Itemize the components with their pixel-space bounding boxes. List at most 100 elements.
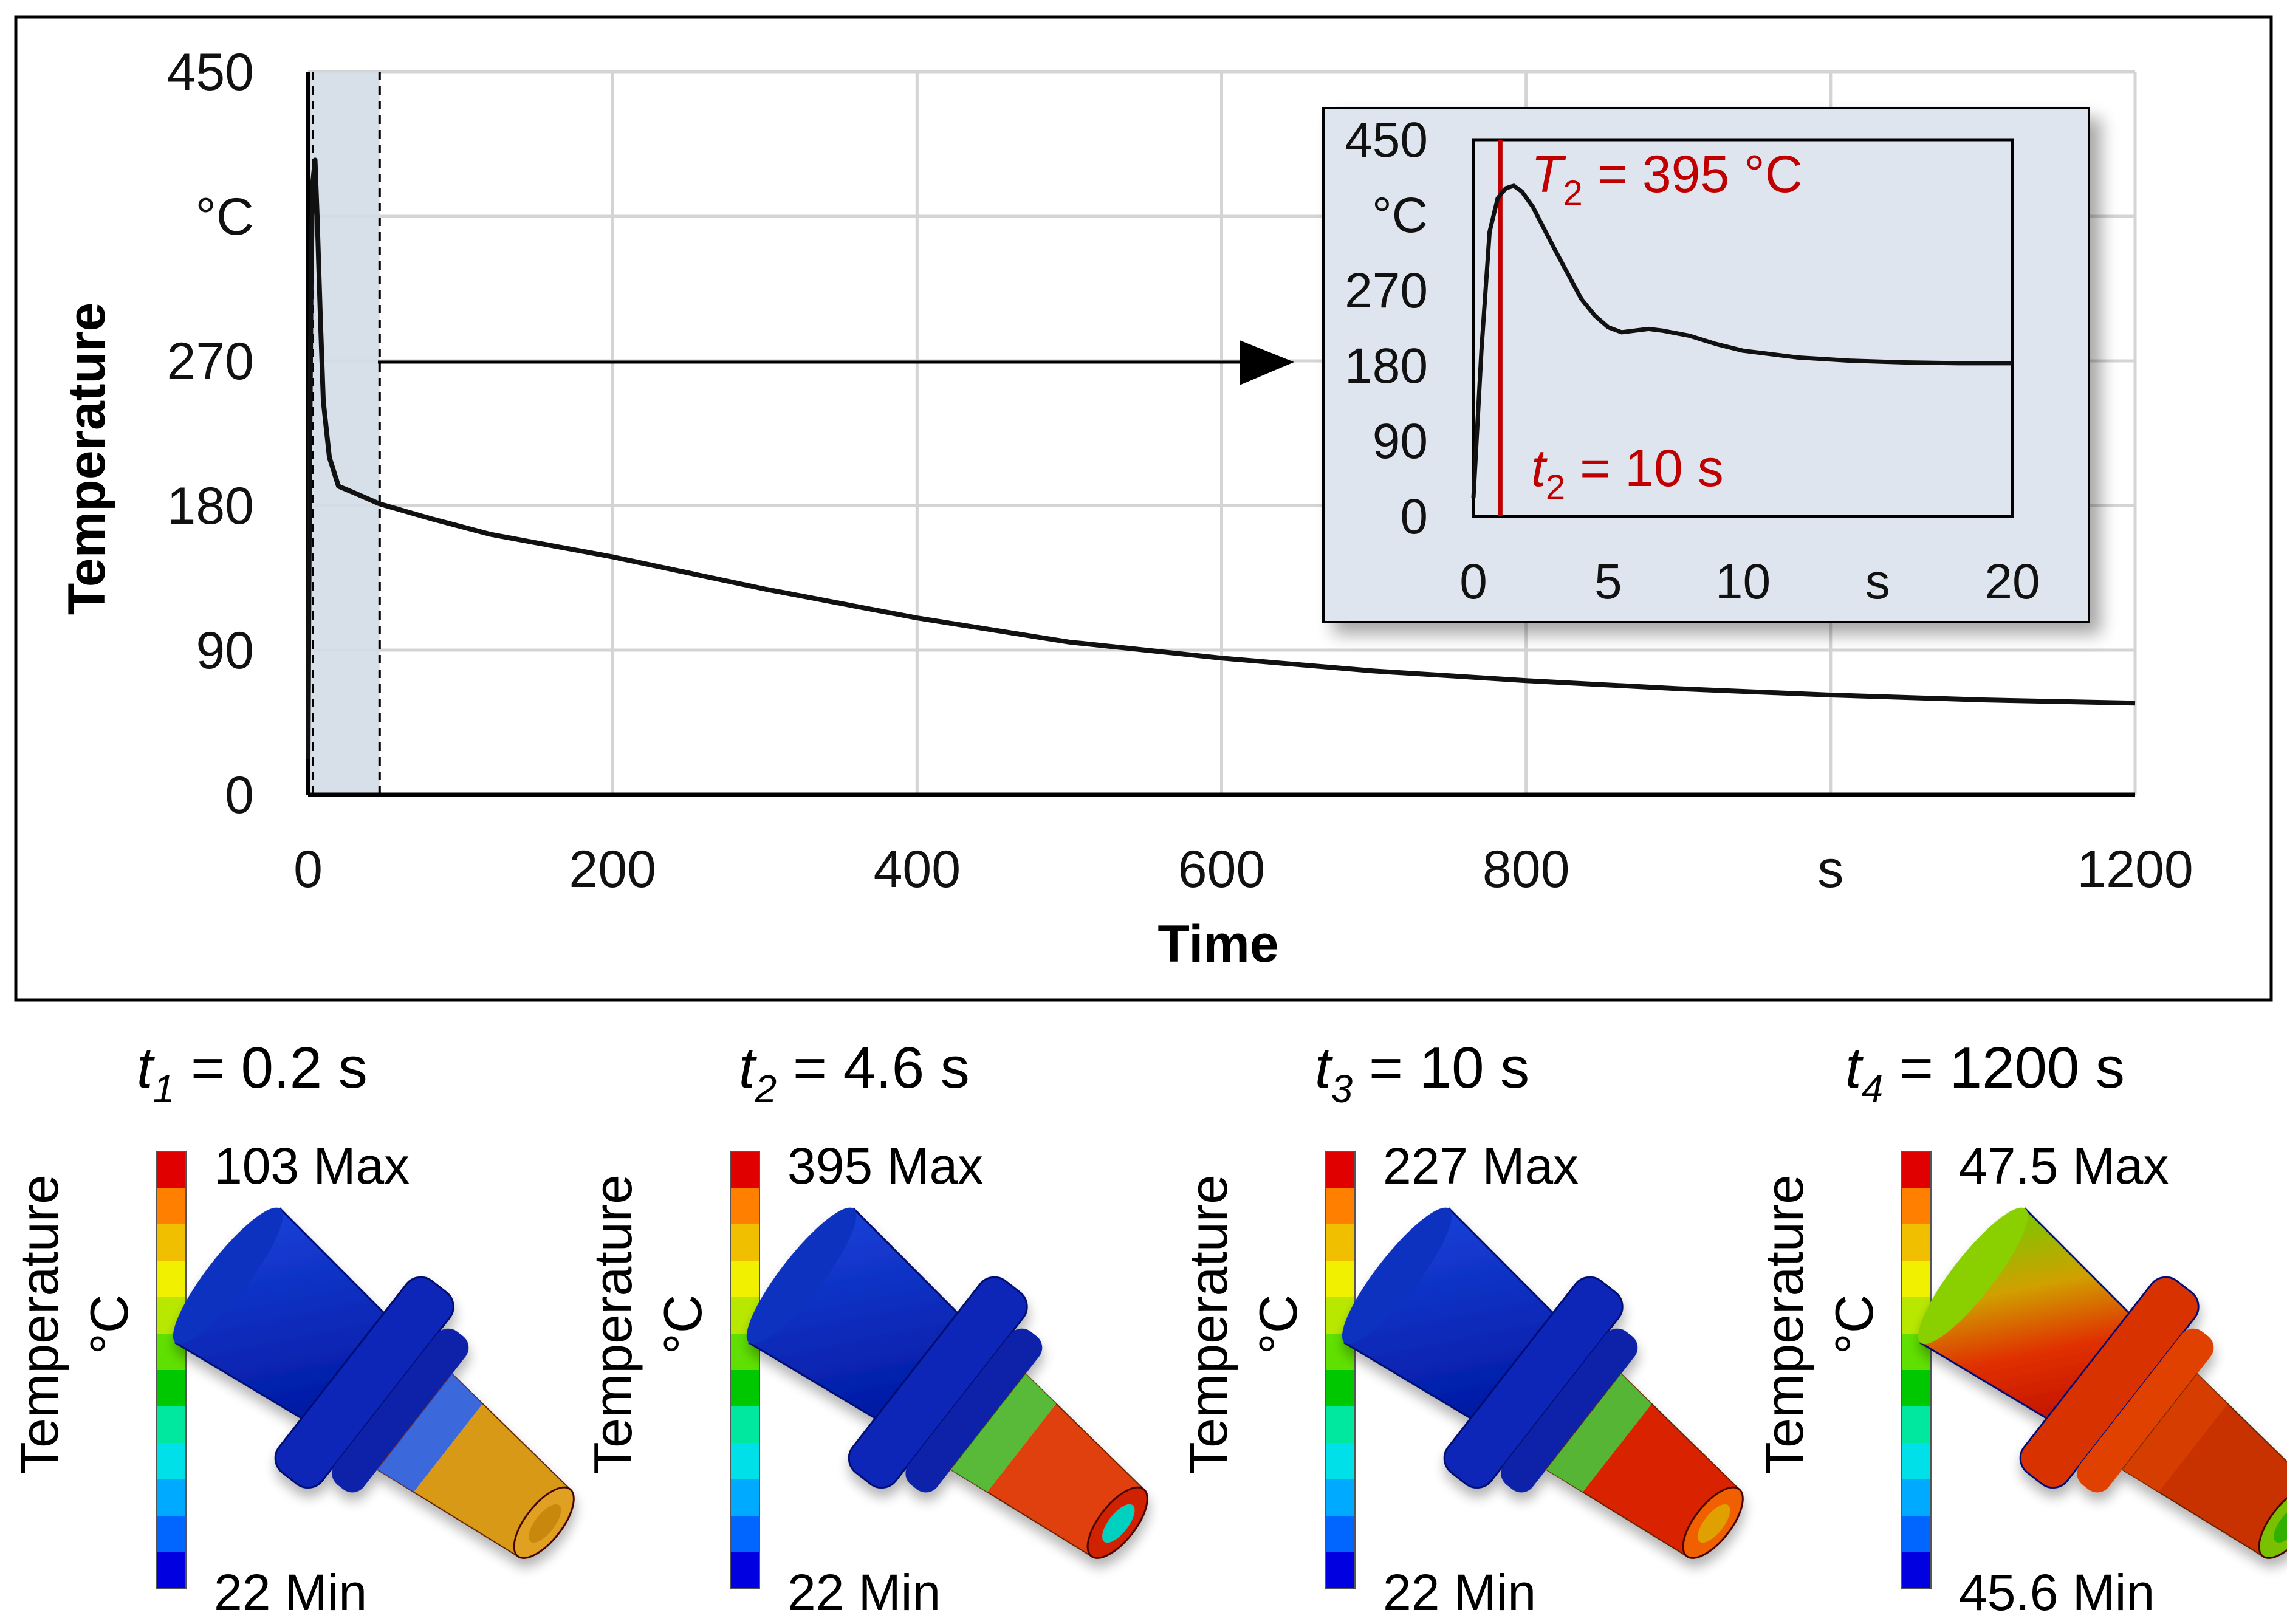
- color-scale-step: [1902, 1224, 1931, 1261]
- y-axis-label: Temperature: [58, 303, 116, 615]
- color-scale-step: [1326, 1188, 1355, 1225]
- color-scale-step: [730, 1370, 759, 1407]
- simulation-panel: t3 = 10 s Temperature °C 227 Max 22 Min: [1178, 1035, 1744, 1621]
- max-label: 47.5 Max: [1959, 1137, 2169, 1194]
- legend-axis-label: Temperature: [9, 1174, 69, 1475]
- color-scale-frame: [1901, 1151, 1932, 1589]
- inset-y-tick-label: 0: [1400, 489, 1428, 544]
- color-scale-bar: [1325, 1151, 1356, 1589]
- color-scale-step: [1902, 1188, 1931, 1225]
- color-scale-step: [157, 1443, 186, 1480]
- tool-nose-transition: [1546, 1374, 1652, 1492]
- y-tick-label: 450: [167, 43, 255, 101]
- simulation-panel: t4 = 1200 s Temperature °C 47.5 Max 45.6 Min: [1754, 1035, 2287, 1621]
- color-scale-step: [157, 1479, 186, 1516]
- tool-bore: [1102, 1504, 1135, 1543]
- color-scale-step: [1326, 1370, 1355, 1407]
- color-scale-step: [157, 1370, 186, 1407]
- inset-y-tick-label: 180: [1345, 338, 1428, 394]
- y-tick-label: 90: [196, 622, 254, 680]
- legend-axis-unit: °C: [1248, 1295, 1308, 1355]
- tool-flange: [848, 1276, 1028, 1489]
- inset-x-tick-label: 10: [1715, 554, 1771, 609]
- color-scale-frame: [1325, 1151, 1356, 1589]
- tool-nose-transition: [377, 1374, 483, 1492]
- legend-axis-unit: °C: [653, 1295, 713, 1355]
- max-label: 103 Max: [214, 1137, 410, 1194]
- color-scale-step: [1326, 1443, 1355, 1480]
- legend-axis-label: Temperature: [583, 1174, 643, 1475]
- x-tick-label: 400: [874, 840, 961, 899]
- color-scale-step: [730, 1261, 759, 1298]
- tool-holder-render: [173, 1207, 575, 1559]
- color-scale-step: [1902, 1516, 1931, 1553]
- color-scale-step: [730, 1516, 759, 1553]
- color-scale-frame: [730, 1151, 760, 1589]
- color-scale-step: [157, 1516, 186, 1553]
- y-tick-label: 270: [167, 332, 255, 391]
- tool-flange: [2019, 1276, 2200, 1489]
- color-scale-step: [157, 1406, 186, 1444]
- tool-shank-end: [1918, 1207, 2028, 1345]
- panel-title: t3 = 10 s: [1315, 1035, 1529, 1111]
- tool-bore: [2274, 1504, 2287, 1543]
- min-label: 22 Min: [214, 1564, 367, 1621]
- tool-collar: [905, 1328, 1043, 1493]
- inset-annotation-T2: T2 = 395 °C: [1531, 145, 1803, 213]
- color-scale-step: [157, 1224, 186, 1261]
- color-scale-step: [730, 1224, 759, 1261]
- color-scale-step: [157, 1151, 186, 1188]
- tool-flange: [1443, 1276, 1624, 1489]
- y-tick-label: °C: [196, 188, 255, 246]
- color-scale-step: [1902, 1261, 1931, 1298]
- color-scale-bar: [1901, 1151, 1932, 1589]
- color-scale-step: [157, 1188, 186, 1225]
- color-scale-step: [1902, 1479, 1931, 1516]
- color-scale-step: [730, 1479, 759, 1516]
- tool-nose-transition: [2122, 1374, 2228, 1492]
- tool-bore: [1698, 1504, 1730, 1543]
- color-scale-step: [1326, 1479, 1355, 1516]
- legend-axis-label: Temperature: [1178, 1174, 1238, 1475]
- zoom-arrow-head: [1240, 340, 1294, 385]
- inset-y-tick-label: 450: [1345, 112, 1428, 168]
- color-scale-step: [1326, 1516, 1355, 1553]
- color-scale-step: [1326, 1406, 1355, 1444]
- color-scale-step: [730, 1188, 759, 1225]
- color-scale-step: [1902, 1552, 1931, 1589]
- color-scale-step: [1902, 1370, 1931, 1407]
- tool-collar: [332, 1328, 469, 1493]
- inset-y-tick-label: 90: [1373, 414, 1428, 469]
- x-tick-label: 200: [569, 840, 656, 899]
- color-scale-step: [157, 1552, 186, 1589]
- tool-bore: [529, 1504, 561, 1543]
- color-scale-bar: [730, 1151, 760, 1589]
- inset-axes: [1472, 138, 2014, 518]
- color-scale-step: [1902, 1406, 1931, 1444]
- min-label: 22 Min: [1383, 1564, 1536, 1621]
- x-tick-label: 600: [1178, 840, 1266, 899]
- tool-holder-render: [1918, 1207, 2287, 1559]
- x-axis-label: Time: [1157, 915, 1278, 973]
- inset-ticks: 0 5 10 s 20 0 90 180 270 °C 450: [1345, 112, 2040, 609]
- tool-shank-end: [173, 1207, 283, 1345]
- color-scale-step: [730, 1151, 759, 1188]
- color-scale-step: [730, 1443, 759, 1480]
- color-scale-step: [730, 1552, 759, 1589]
- min-label: 45.6 Min: [1959, 1564, 2155, 1621]
- inset-x-tick-label: 20: [1984, 554, 2040, 609]
- legend-axis-unit: °C: [1824, 1295, 1884, 1355]
- inset-series-line: [1471, 183, 2012, 498]
- color-scale-step: [1902, 1443, 1931, 1480]
- color-scale-frame: [156, 1151, 187, 1589]
- color-scale-step: [730, 1406, 759, 1444]
- inset-y-tick-label: °C: [1372, 188, 1428, 243]
- y-tick-label: 0: [225, 766, 254, 824]
- color-scale-bar: [156, 1151, 187, 1589]
- x-tick-label: 0: [293, 840, 323, 899]
- legend-axis-label: Temperature: [1754, 1174, 1814, 1475]
- main-series-line: [306, 157, 2136, 759]
- inset-x-tick-label: 5: [1594, 554, 1622, 609]
- inset-annotation-t2: t2 = 10 s: [1531, 439, 1724, 507]
